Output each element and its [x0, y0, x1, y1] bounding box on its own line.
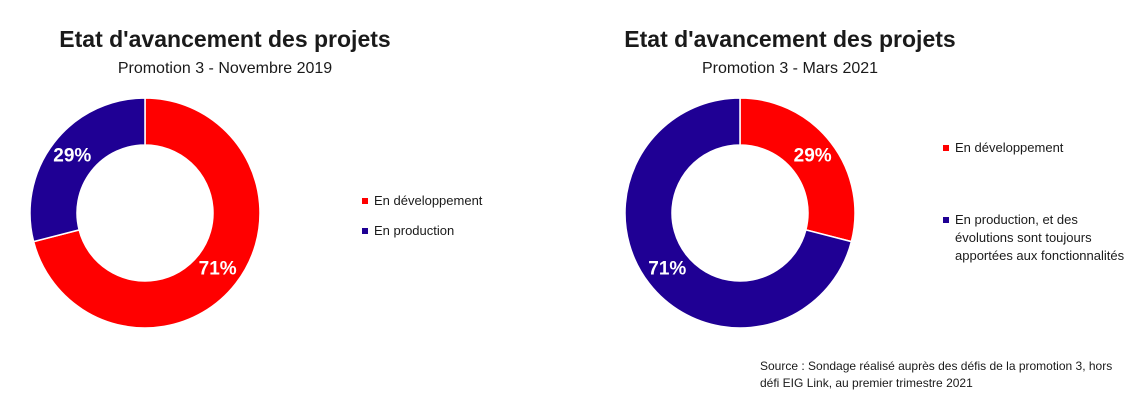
donut-slice-en-developpement [739, 97, 856, 243]
source-note: Source : Sondage réalisé auprès des défi… [760, 359, 1113, 390]
chart-2-subtitle: Promotion 3 - Mars 2021 [701, 60, 879, 77]
chart-1-subtitle: Promotion 3 - Novembre 2019 [117, 60, 333, 77]
slice-label-en-production-et-des-evolution: 71% [648, 258, 686, 279]
legend-label-en-production: En production, et des évolutions sont to… [955, 212, 1125, 263]
chart-1-donut: 71% 29% [29, 97, 261, 329]
legend-label-en-developpement: En développement [374, 193, 483, 208]
legend-swatch-en-production [362, 228, 368, 234]
legend-swatch-en-developpement [943, 145, 949, 151]
donut-slice-en-production-et-des-evolution [624, 97, 853, 329]
slice-label-en-production: 29% [53, 146, 91, 167]
donut-slice-en-production [29, 97, 146, 243]
chart-1-legend: En développement En production [362, 192, 562, 252]
chart-1-title: Etat d'avancement des projets [59, 26, 391, 52]
legend-swatch-en-production [943, 217, 949, 223]
legend-label-en-production: En production [374, 223, 455, 238]
slice-label-en-developpement: 71% [199, 258, 237, 279]
legend-label-en-developpement: En développement [955, 140, 1064, 155]
chart-2-legend: En développement En production, et des é… [943, 139, 1133, 265]
legend-item-en-production: En production, et des évolutions sont to… [943, 211, 1133, 265]
legend-item-en-production: En production [362, 222, 562, 240]
slice-label-en-developpement: 29% [794, 146, 832, 167]
chart-2-donut: 29% 71% [624, 97, 856, 329]
legend-item-en-developpement: En développement [943, 139, 1133, 157]
legend-item-en-developpement: En développement [362, 192, 562, 210]
chart-2-title: Etat d'avancement des projets [624, 26, 956, 52]
legend-swatch-en-developpement [362, 198, 368, 204]
donut-slice-en-developpement [32, 97, 261, 329]
